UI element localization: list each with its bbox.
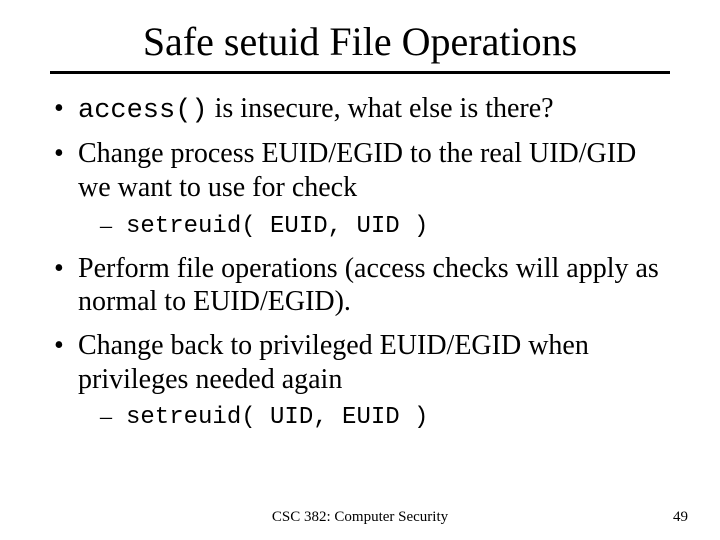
bullet-item: Perform file operations (access checks w… bbox=[50, 252, 670, 319]
bullet-item: Change back to privileged EUID/EGID when… bbox=[50, 329, 670, 433]
footer-page-number: 49 bbox=[673, 509, 688, 526]
bullet-text: is insecure, what else is there? bbox=[208, 93, 554, 124]
inline-code: access() bbox=[78, 96, 208, 126]
bullet-list: access() is insecure, what else is there… bbox=[50, 92, 670, 433]
footer-course: CSC 382: Computer Security bbox=[0, 509, 720, 526]
sub-list: setreuid( EUID, UID ) bbox=[78, 211, 670, 242]
bullet-item: Change process EUID/EGID to the real UID… bbox=[50, 137, 670, 241]
bullet-text: Change process EUID/EGID to the real UID… bbox=[78, 138, 636, 203]
sub-item: setreuid( EUID, UID ) bbox=[78, 211, 670, 242]
title-rule bbox=[50, 71, 670, 74]
bullet-text: Change back to privileged EUID/EGID when… bbox=[78, 330, 589, 395]
bullet-item: access() is insecure, what else is there… bbox=[50, 92, 670, 127]
slide: Safe setuid File Operations access() is … bbox=[0, 0, 720, 540]
slide-title: Safe setuid File Operations bbox=[50, 18, 670, 65]
bullet-text: Perform file operations (access checks w… bbox=[78, 253, 659, 318]
sub-list: setreuid( UID, EUID ) bbox=[78, 402, 670, 433]
sub-item: setreuid( UID, EUID ) bbox=[78, 402, 670, 433]
